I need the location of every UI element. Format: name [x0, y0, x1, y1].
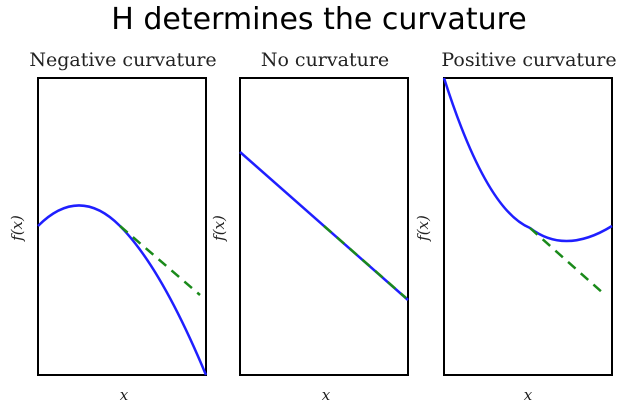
y-axis-label: f(x)	[414, 215, 432, 242]
tangent-line	[530, 228, 604, 294]
panel-positive-curvature: Positive curvature x f(x)	[414, 49, 617, 404]
panel-title: Positive curvature	[441, 49, 616, 71]
y-axis-label: f(x)	[8, 215, 26, 242]
y-axis-label: f(x)	[210, 215, 228, 242]
tangent-line	[120, 226, 200, 295]
curve-line	[444, 78, 612, 241]
x-axis-label: x	[322, 386, 331, 404]
curve-line	[38, 206, 206, 376]
x-axis-label: x	[524, 386, 533, 404]
panel-title: Negative curvature	[29, 49, 216, 71]
panel-no-curvature: No curvature x f(x)	[210, 49, 408, 404]
panel-negative-curvature: Negative curvature x f(x)	[8, 49, 217, 404]
panel-title: No curvature	[261, 49, 389, 71]
x-axis-label: x	[120, 386, 129, 404]
